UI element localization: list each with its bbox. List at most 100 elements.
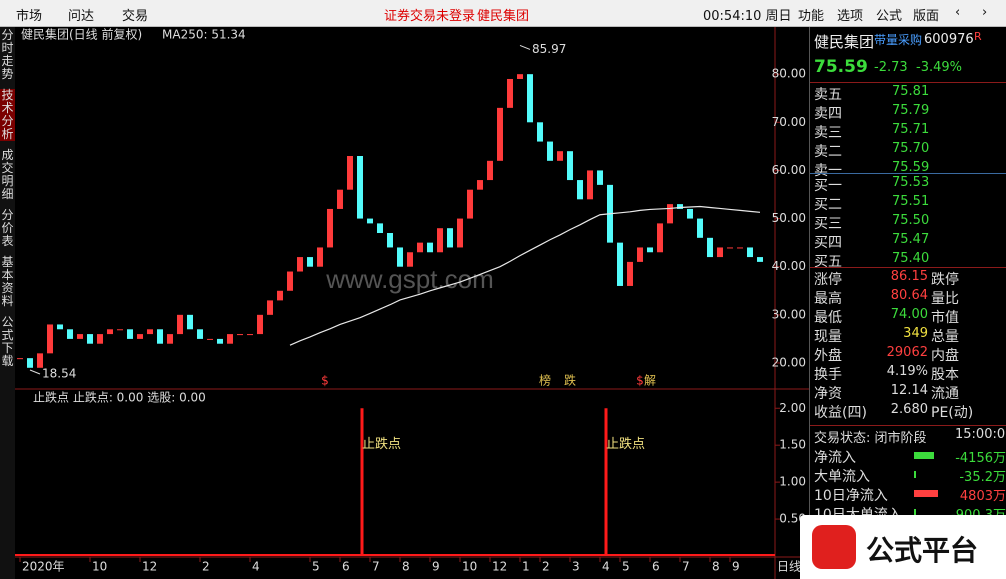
order-level: 买二 [814, 197, 842, 213]
stat-label: 量比 [931, 291, 959, 307]
order-level: 买四 [814, 235, 842, 251]
candle [367, 218, 373, 224]
annotation: 85.97 [532, 42, 566, 56]
candle [197, 329, 203, 339]
stat-label: 换手 [814, 367, 842, 383]
signal-bar [360, 408, 364, 556]
flow-value: -4156万 [955, 451, 1006, 466]
candle [557, 151, 563, 161]
menu-item[interactable]: 选项 [837, 9, 864, 24]
menu-item[interactable]: 交易 [122, 9, 149, 24]
candle [207, 338, 213, 340]
candle [27, 358, 33, 368]
candle [567, 151, 573, 181]
y-tick-label: 30.00 [772, 307, 806, 321]
trade-status: 交易状态: 闭市阶段 [814, 431, 927, 446]
candle [547, 141, 553, 161]
y-tick-label: 0.50 [779, 512, 806, 526]
candle [67, 329, 73, 339]
x-tick-label: 5 [312, 560, 320, 574]
x-tick-label: 7 [682, 560, 690, 574]
x-tick-label: 2 [542, 560, 550, 574]
stat-label: PE(动) [931, 405, 974, 421]
candle [397, 247, 403, 267]
stat-label: 收益(四) [814, 405, 867, 421]
y-tick-label: 50.00 [772, 211, 806, 225]
order-price: 75.81 [892, 84, 930, 99]
event-marker: $ [321, 374, 329, 388]
x-tick-label: 6 [652, 560, 660, 574]
stock-link[interactable]: 健民集团 [477, 9, 530, 24]
login-notice[interactable]: 证券交易未登录 [384, 9, 476, 24]
side-tab[interactable]: 成交明细 [1, 148, 14, 201]
chart-area: www.gspt.com 健民集团(日线 前复权) MA250: 51.34 止跌点 … [15, 27, 809, 579]
candle [47, 324, 53, 354]
y-tick-label: 80.00 [772, 67, 806, 81]
candle [647, 247, 653, 253]
order-price: 75.50 [892, 213, 930, 228]
y-tick-label: 60.00 [772, 163, 806, 177]
candle [77, 334, 83, 339]
watermark: www.gspt.com [325, 264, 494, 294]
window-button[interactable]: ‹ [955, 5, 961, 20]
candle [287, 271, 293, 291]
candle [177, 314, 183, 335]
x-tick-label: 1 [522, 560, 530, 574]
side-tab[interactable]: 技术分析 [0, 88, 15, 141]
stat-label: 涨停 [814, 272, 842, 288]
candle [17, 358, 23, 360]
menu-item[interactable]: 问达 [68, 9, 95, 24]
y-tick-label: 1.50 [779, 438, 806, 452]
stat-label: 最低 [814, 310, 842, 326]
x-tick-label: 4 [252, 560, 260, 574]
side-tab[interactable]: 分价表 [1, 208, 14, 248]
y-tick-label: 40.00 [772, 259, 806, 273]
candle [497, 107, 503, 161]
stat-label: 市值 [931, 310, 959, 326]
x-tick-label: 9 [732, 560, 740, 574]
x-tick-label: 9 [432, 560, 440, 574]
window-button[interactable]: › [982, 5, 988, 20]
x-tick-label: 8 [402, 560, 410, 574]
stat-label: 总量 [931, 329, 959, 345]
menu-item[interactable]: 功能 [798, 9, 825, 24]
annotation: 18.54 [42, 366, 76, 380]
candle [437, 228, 443, 253]
order-price: 75.59 [892, 160, 930, 175]
flow-indicator [914, 452, 934, 459]
candle [457, 218, 463, 248]
x-tick-label: 3 [572, 560, 580, 574]
stat-label: 现量 [814, 329, 842, 345]
order-price: 75.47 [892, 232, 930, 247]
candle [387, 233, 393, 248]
menu-item[interactable]: 市场 [16, 9, 43, 24]
side-tab[interactable]: 基本资料 [1, 255, 14, 308]
event-marker: 榜 [539, 373, 551, 388]
candle [87, 334, 93, 344]
annotation-leader [519, 44, 531, 50]
menu-item[interactable]: 版面 [913, 9, 940, 24]
stat-label: 内盘 [931, 348, 959, 364]
x-tick-label: 12 [492, 560, 507, 574]
side-tab[interactable]: 分时走势 [1, 28, 14, 81]
candle [347, 155, 353, 190]
stock-tag: 带量采购 [874, 33, 923, 47]
order-level: 卖一 [814, 163, 842, 179]
candle [487, 160, 493, 181]
last-price: 75.59 [814, 57, 868, 77]
candle [627, 261, 633, 286]
candle [357, 155, 363, 219]
order-level: 买五 [814, 254, 842, 270]
menu-item[interactable]: 公式 [876, 9, 903, 24]
x-tick-label: 2020年 [22, 560, 65, 574]
side-tabs: 分时走势技术分析成交明细分价表基本资料公式下载 [0, 27, 15, 579]
stat-value: 29062 [886, 345, 928, 360]
candle [377, 223, 383, 234]
candle [577, 180, 583, 200]
candle [707, 237, 713, 258]
logo-icon [812, 525, 856, 569]
stat-value: 80.64 [890, 288, 928, 303]
candle [407, 252, 413, 267]
candle [217, 338, 223, 344]
side-tab[interactable]: 公式下载 [1, 315, 14, 368]
